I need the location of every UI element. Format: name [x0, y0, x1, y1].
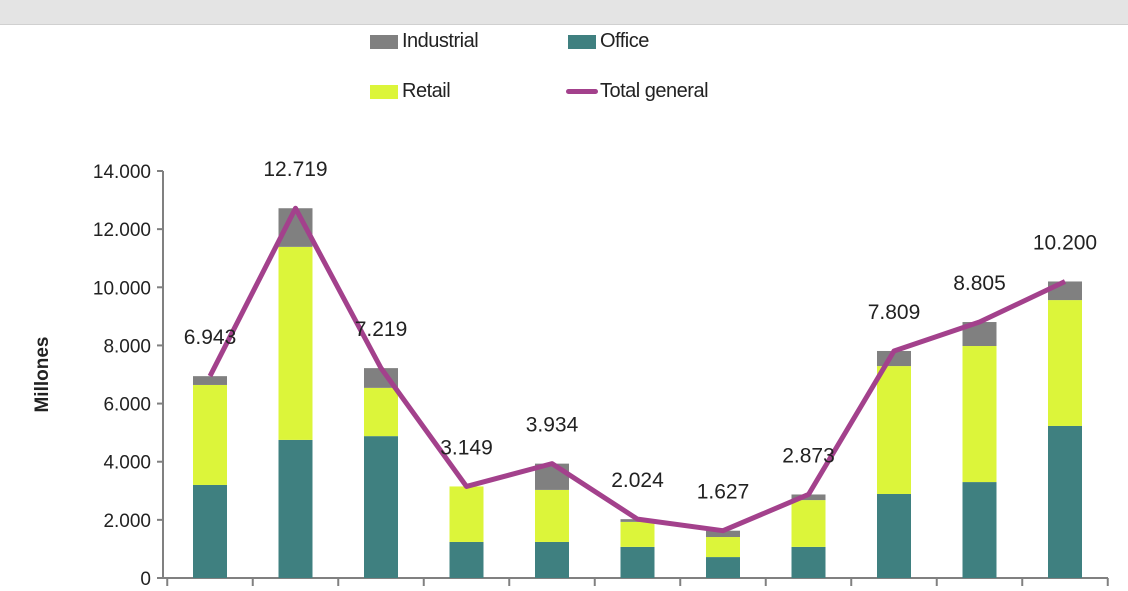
legend-swatch [568, 34, 596, 49]
bar-retail [535, 489, 569, 542]
bar-industrial [1048, 281, 1082, 301]
title-bar [0, 0, 1128, 25]
bar-office [364, 436, 398, 578]
data-label: 6.943 [184, 326, 237, 349]
y-tick-label: 2.000 [103, 511, 151, 532]
legend-swatch [370, 84, 398, 99]
data-label: 3.149 [440, 436, 493, 459]
y-tick-label: 6.000 [103, 395, 151, 416]
legend-label: Office [600, 30, 649, 52]
bar-office [791, 546, 826, 578]
bar-office [193, 484, 227, 578]
legend-swatch [370, 34, 398, 49]
bar-office [962, 482, 997, 578]
bar-retail [1048, 300, 1082, 426]
y-tick-label: 4.000 [103, 453, 151, 474]
bar-office [278, 439, 313, 578]
legend-label: Industrial [402, 30, 479, 52]
y-axis-title: Millones [32, 336, 53, 412]
legend: Industrial Office Retail Total general [370, 30, 810, 114]
y-tick-label: 10.000 [93, 278, 151, 299]
bar-industrial [962, 322, 997, 347]
bar-retail [877, 366, 911, 494]
legend-label: Retail [402, 80, 451, 102]
y-tick-label: 12.000 [93, 220, 151, 241]
bar-office [1048, 425, 1082, 578]
bar-retail [193, 384, 227, 485]
bar-retail [364, 387, 398, 437]
legend-item-office: Office [568, 30, 649, 53]
legend-line [566, 89, 598, 94]
bar-industrial [791, 494, 826, 501]
bar-retail [791, 500, 826, 547]
bar-office [620, 546, 655, 578]
data-label: 10.200 [1033, 231, 1097, 254]
data-label: 3.934 [526, 414, 579, 437]
legend-item-total-general: Total general [566, 80, 709, 103]
bar-industrial [193, 376, 227, 385]
y-tick-label: 0 [140, 569, 151, 590]
data-label: 2.873 [782, 444, 835, 467]
bar-office [449, 541, 484, 578]
y-tick-label: 14.000 [93, 162, 151, 183]
legend-label: Total general [600, 80, 709, 102]
legend-item-retail: Retail [370, 80, 451, 103]
data-label: 12.719 [263, 158, 327, 181]
data-label: 8.805 [953, 272, 1006, 295]
bar-retail [706, 537, 740, 558]
bar-retail [962, 346, 997, 483]
bar-retail [620, 521, 655, 547]
y-tick-label: 8.000 [103, 336, 151, 357]
bar-office [877, 493, 911, 578]
data-label: 2.024 [611, 469, 664, 492]
bar-retail [449, 486, 484, 542]
bar-industrial [706, 530, 740, 538]
bar-office [535, 541, 569, 578]
data-label: 7.219 [355, 318, 408, 341]
data-label: 1.627 [697, 481, 750, 504]
data-label: 7.809 [868, 301, 921, 324]
bar-office [706, 557, 740, 578]
bar-retail [278, 246, 313, 440]
legend-item-industrial: Industrial [370, 30, 479, 53]
